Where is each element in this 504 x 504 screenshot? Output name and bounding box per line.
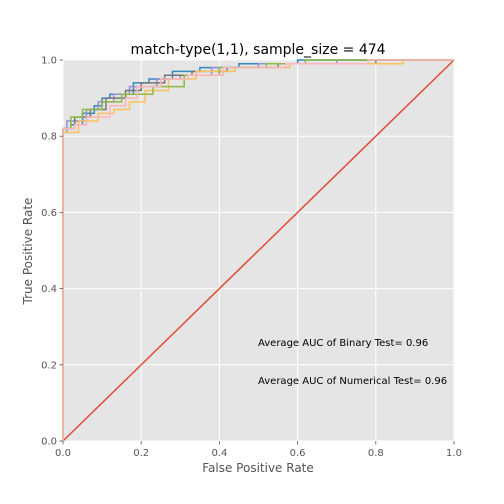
y-tick-label: 0.8	[41, 132, 57, 143]
annotation-binary-auc: Average AUC of Binary Test= 0.96	[258, 338, 428, 349]
x-tick-label: 0.4	[211, 448, 227, 459]
y-tick-label: 1.0	[41, 56, 57, 67]
y-axis-label: True Positive Rate	[21, 198, 35, 306]
x-tick-label: 0.6	[290, 448, 306, 459]
annotation-numerical-auc: Average AUC of Numerical Test= 0.96	[258, 376, 447, 387]
x-tick-label: 1.0	[446, 448, 462, 459]
roc-curve-line	[62, 59, 454, 441]
roc-curve-line	[62, 59, 454, 441]
roc-curve-line	[62, 59, 454, 441]
x-axis-label: False Positive Rate	[202, 461, 314, 475]
chance-diagonal-line	[62, 59, 455, 442]
x-tick-label: 0.2	[133, 448, 149, 459]
grid	[62, 59, 455, 442]
x-tick-label: 0.8	[368, 448, 384, 459]
y-tick-label: 0.2	[41, 360, 57, 371]
y-tick-label: 0.0	[41, 437, 57, 448]
y-tick-label: 0.6	[41, 208, 57, 219]
legend-box	[439, 427, 451, 437]
roc-curve-line	[62, 59, 454, 441]
chart-title: match-type(1,1), sample_size = 474	[130, 42, 385, 58]
y-tick-label: 0.4	[41, 284, 57, 295]
roc-curve-line	[62, 59, 454, 441]
x-tick-label: 0.0	[55, 448, 71, 459]
series-layer	[62, 59, 455, 442]
ticks: 0.0 0.2 0.4 0.6 0.8 1.0 0.0 0.2 0.4 0.6 0.8 1.0	[41, 56, 462, 460]
